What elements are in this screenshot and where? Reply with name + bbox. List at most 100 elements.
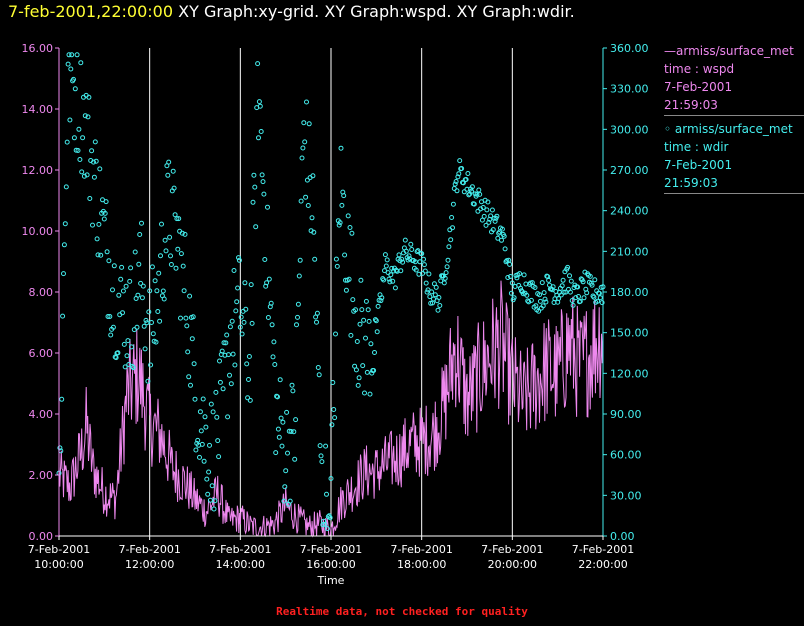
wdir-point	[304, 177, 310, 183]
wdir-point	[211, 506, 217, 512]
wdir-point	[217, 379, 223, 385]
wdir-point	[364, 369, 370, 375]
wdir-point	[140, 283, 146, 289]
wdir-point	[489, 207, 495, 213]
wdir-point	[193, 447, 199, 453]
wdir-point	[300, 145, 306, 151]
wdir-point	[466, 192, 472, 198]
wdir-point	[299, 155, 305, 161]
wdir-point	[262, 257, 268, 262]
wdir-point	[331, 407, 337, 412]
wdir-point	[292, 456, 298, 462]
wdir-point	[255, 61, 261, 67]
wdir-point	[281, 498, 287, 504]
wdir-point	[244, 361, 250, 367]
wdir-point	[191, 361, 197, 367]
wdir-point	[273, 450, 279, 456]
wdir-point	[188, 382, 193, 388]
circle-marker-icon: ◦	[664, 122, 672, 136]
left-tick-label: 8.00	[29, 286, 54, 299]
wdir-point	[149, 264, 155, 270]
wdir-point	[365, 307, 371, 313]
wdir-point	[358, 277, 364, 283]
wdir-point	[261, 191, 267, 197]
wdir-point	[74, 52, 80, 58]
wdir-point	[383, 263, 389, 269]
wdir-point	[104, 249, 110, 255]
wdir-point	[382, 268, 387, 274]
wdir-point	[227, 372, 232, 378]
wdir-point	[589, 282, 595, 288]
wdir-point	[206, 469, 212, 475]
wdir-point	[484, 207, 490, 213]
wdir-point	[305, 203, 311, 208]
wdir-point	[485, 199, 491, 205]
wdir-point	[324, 491, 329, 497]
wdir-point	[136, 261, 142, 267]
wdir-point	[392, 285, 398, 291]
wdir-point	[435, 307, 441, 313]
wdir-point	[271, 339, 277, 345]
right-tick-label: 60.00	[610, 449, 642, 462]
wdir-point	[599, 300, 605, 306]
wdir-point	[265, 204, 270, 210]
x-tick-time: 10:00:00	[34, 558, 83, 571]
wdir-point	[408, 241, 414, 247]
wdir-point	[97, 166, 103, 172]
wdir-point	[236, 255, 241, 261]
wdir-point	[296, 273, 302, 279]
wdir-point	[141, 323, 147, 329]
wdir-point	[138, 280, 144, 286]
wdir-point	[421, 256, 426, 262]
x-tick-date: 7-Feb-2001	[572, 543, 634, 556]
wdir-point	[295, 301, 301, 307]
wdir-point	[68, 66, 74, 72]
wdir-point	[110, 324, 116, 330]
wdir-point	[558, 292, 564, 298]
right-tick-label: 210.00	[610, 245, 649, 258]
wdir-point	[450, 201, 456, 207]
wdir-point	[575, 284, 581, 290]
wdir-point	[517, 271, 523, 277]
wdir-point	[124, 353, 130, 359]
wdir-point	[508, 290, 514, 296]
wdir-point	[122, 364, 128, 370]
wdir-point	[103, 199, 109, 205]
wdir-point	[187, 293, 193, 299]
x-tick-date: 7-Feb-2001	[209, 543, 271, 556]
wdir-point	[75, 148, 81, 153]
wdir-point	[333, 256, 339, 262]
wdir-point	[203, 424, 209, 430]
wdir-point	[495, 235, 501, 241]
wdir-point	[198, 428, 204, 434]
wdir-point	[253, 224, 259, 230]
wdir-point	[449, 215, 455, 220]
wdir-point	[183, 315, 189, 321]
wdir-point	[207, 497, 213, 503]
legend: —armiss/surface_met time : wspd 7-Feb-20…	[664, 42, 804, 198]
wdir-point	[215, 438, 221, 444]
wdir-point	[362, 390, 367, 396]
wdir-point	[505, 275, 511, 280]
wdir-point	[209, 483, 215, 489]
wdir-point	[414, 249, 420, 255]
wdir-point	[80, 135, 86, 141]
wdir-point	[269, 322, 275, 328]
wdir-point	[195, 437, 201, 443]
wdir-point	[85, 114, 91, 120]
wdir-point	[386, 276, 392, 282]
wdir-point	[129, 364, 135, 369]
wdir-point	[441, 280, 447, 286]
wdir-point	[146, 309, 152, 315]
wdir-point	[205, 491, 211, 497]
wdir-point	[275, 394, 280, 400]
wdir-point	[297, 257, 303, 263]
wdir-point	[413, 267, 419, 273]
wdir-point	[61, 242, 67, 248]
wdir-point	[125, 338, 131, 344]
wdir-point	[375, 303, 381, 309]
wdir-point	[277, 377, 283, 383]
wdir-point	[304, 99, 309, 105]
wdir-point	[245, 395, 251, 401]
wdir-point	[387, 279, 393, 285]
